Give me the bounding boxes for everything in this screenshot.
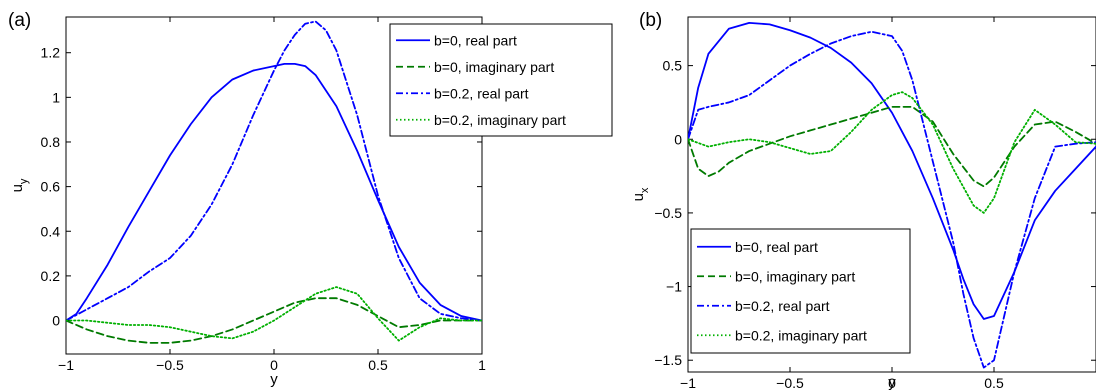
y-axis-label-subscript: x	[639, 187, 651, 193]
y-tick-label: 1	[52, 89, 60, 105]
x-tick-label: 1	[478, 357, 486, 373]
series-line-4	[66, 286, 482, 342]
legend-box	[690, 228, 911, 354]
x-tick-label: 0	[270, 357, 278, 373]
chart-panel-2: −1 −0.5 0 0.5 −1.5 −1 −0.5 0 0.5 (b) y ux b=0, real …	[630, 10, 1096, 390]
y-tick-label: 0.6	[41, 179, 61, 195]
y-tick-label: 0	[52, 313, 60, 329]
x-tick-label: −0.5	[776, 375, 804, 390]
y-tick-label: 0.2	[41, 268, 61, 284]
panel-label: (a)	[8, 10, 31, 31]
series-line-1	[66, 62, 482, 322]
legend-label-2: b=0, imaginary part	[735, 268, 855, 284]
y-tick-label: 0	[674, 131, 682, 147]
y-axis-label: ux	[630, 187, 651, 201]
y-axis-label-main: u	[9, 184, 26, 192]
y-axis-label-subscript: y	[18, 178, 30, 184]
series-line-3	[66, 20, 482, 322]
y-tick-label: 0.4	[41, 223, 61, 239]
x-tick-label: −1	[58, 357, 74, 373]
x-tick-label: 0	[888, 375, 896, 390]
x-tick-label: 0.5	[368, 357, 388, 373]
series-line-4	[688, 91, 1096, 214]
y-tick-label: −0.5	[654, 205, 682, 221]
y-tick-label: 0.8	[41, 134, 61, 150]
x-tick-label: 0.5	[984, 375, 1004, 390]
panel-label: (b)	[639, 10, 662, 31]
y-axis-label-main: u	[630, 193, 647, 201]
series-line-2	[66, 297, 482, 344]
legend-box	[389, 23, 613, 137]
y-axis-label: uy	[9, 178, 30, 192]
legend-label-4: b=0.2, imaginary part	[735, 327, 867, 343]
legend-label-1: b=0, real part	[434, 32, 517, 48]
x-tick-label: −0.5	[156, 357, 184, 373]
legend: b=0, real part b=0, imaginary part b=0.2, …	[690, 228, 911, 354]
y-tick-label: −1.5	[654, 352, 682, 368]
series-lines	[66, 20, 482, 344]
legend-label-3: b=0.2, real part	[735, 298, 830, 314]
x-axis-label: y	[888, 374, 896, 390]
series-line-3	[688, 30, 1096, 369]
y-tick-label: −1	[666, 279, 682, 295]
series-line-2	[688, 105, 1096, 188]
legend-label-3: b=0.2, real part	[434, 85, 529, 101]
series-lines	[688, 21, 1096, 369]
legend-label-2: b=0, imaginary part	[434, 59, 554, 75]
legend-label-1: b=0, real part	[735, 239, 818, 255]
series-line-1	[688, 21, 1096, 320]
x-tick-label: −1	[680, 375, 696, 390]
y-tick-label: 1.2	[41, 45, 61, 61]
legend: b=0, real part b=0, imaginary part b=0.2, …	[389, 23, 613, 137]
y-tick-label: 0.5	[663, 58, 683, 74]
x-axis-label: y	[270, 371, 278, 388]
legend-label-4: b=0.2, imaginary part	[434, 112, 566, 128]
